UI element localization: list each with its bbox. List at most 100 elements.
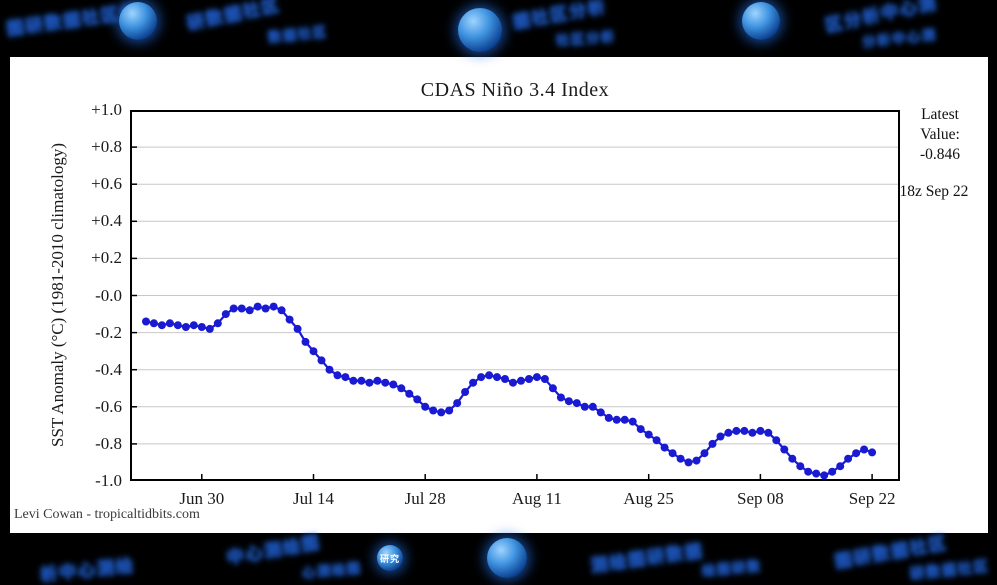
chart-title: CDAS Niño 3.4 Index bbox=[420, 79, 610, 101]
data-point bbox=[852, 449, 861, 458]
data-point bbox=[612, 415, 621, 424]
data-point bbox=[588, 402, 597, 411]
globe-badge-icon: 研究 bbox=[377, 545, 403, 571]
data-point bbox=[756, 426, 765, 435]
data-point bbox=[596, 408, 605, 417]
chart-svg bbox=[130, 109, 900, 482]
globe-logo-icon bbox=[742, 2, 780, 40]
data-point bbox=[572, 399, 581, 408]
data-point bbox=[668, 449, 677, 458]
data-point bbox=[477, 373, 486, 382]
value-label: Value: bbox=[920, 125, 960, 143]
data-point bbox=[716, 432, 725, 441]
data-point bbox=[660, 443, 669, 452]
data-point bbox=[157, 321, 166, 330]
watermark-text: 测绘图研数据 bbox=[589, 541, 706, 576]
data-point bbox=[501, 375, 509, 383]
data-point bbox=[149, 319, 158, 328]
data-point bbox=[740, 426, 749, 435]
data-point bbox=[349, 376, 358, 385]
data-point bbox=[868, 448, 877, 457]
y-tick-label: +0.6 bbox=[91, 174, 122, 194]
data-point bbox=[748, 428, 757, 437]
y-tick-label: -0.2 bbox=[95, 322, 122, 342]
y-tick-label: -0.4 bbox=[95, 359, 122, 379]
watermark-text: 社区分析 bbox=[555, 28, 617, 49]
data-point bbox=[580, 402, 589, 411]
data-point bbox=[253, 302, 262, 311]
data-point bbox=[469, 378, 478, 387]
data-point bbox=[309, 347, 318, 356]
data-point bbox=[317, 356, 326, 365]
data-point bbox=[804, 467, 813, 476]
x-tick-label: Jul 28 bbox=[404, 489, 446, 508]
data-point bbox=[189, 321, 198, 330]
data-point bbox=[333, 371, 342, 380]
data-point bbox=[381, 378, 390, 387]
data-point bbox=[365, 378, 374, 387]
data-point bbox=[636, 425, 645, 434]
data-point bbox=[764, 428, 773, 437]
data-point bbox=[173, 321, 182, 330]
y-tick-label: +0.4 bbox=[91, 211, 122, 231]
watermark-text: 绘图研数 bbox=[701, 558, 763, 579]
data-point bbox=[445, 406, 454, 415]
data-point bbox=[525, 375, 533, 383]
data-point bbox=[844, 454, 853, 463]
globe-logo-icon bbox=[458, 8, 502, 52]
data-point bbox=[836, 462, 845, 471]
x-tick-label: Jun 30 bbox=[179, 489, 225, 508]
data-point bbox=[517, 376, 525, 385]
y-tick-label: +0.8 bbox=[91, 137, 122, 157]
data-point bbox=[788, 454, 797, 463]
data-point bbox=[229, 304, 238, 313]
y-tick-label: -0.6 bbox=[95, 396, 122, 416]
data-point bbox=[493, 373, 501, 382]
data-point bbox=[405, 389, 414, 398]
data-point bbox=[213, 319, 222, 328]
data-point bbox=[197, 323, 206, 331]
data-point bbox=[684, 458, 693, 467]
data-point bbox=[812, 469, 821, 478]
latest-value-annotation: Latest Value: -0.846 bbox=[896, 105, 984, 164]
latest-label: Latest bbox=[921, 106, 959, 123]
y-tick-label: -1.0 bbox=[95, 471, 122, 490]
y-tick-label: -0.8 bbox=[95, 433, 122, 453]
data-point bbox=[205, 324, 214, 333]
data-point bbox=[165, 319, 174, 328]
watermark-text: 研数据社区 bbox=[909, 559, 991, 584]
data-point bbox=[540, 375, 549, 383]
data-point bbox=[700, 449, 709, 458]
timestamp-annotation: 18z Sep 22 bbox=[899, 183, 969, 200]
data-point bbox=[676, 454, 685, 463]
x-tick-label: Sep 08 bbox=[736, 489, 784, 508]
data-point bbox=[389, 380, 398, 389]
credit-text: Levi Cowan - tropicaltidbits.com bbox=[14, 507, 200, 522]
data-point bbox=[644, 430, 653, 439]
data-point bbox=[453, 399, 462, 408]
data-point bbox=[772, 436, 781, 445]
x-tick-label: Aug 25 bbox=[623, 489, 674, 508]
data-point bbox=[692, 456, 701, 465]
data-point bbox=[221, 310, 230, 319]
y-tick-label: +0.2 bbox=[91, 248, 122, 268]
data-point bbox=[245, 306, 254, 315]
data-point bbox=[142, 317, 150, 326]
y-tick-label: -0.0 bbox=[95, 285, 122, 305]
data-point bbox=[429, 406, 438, 415]
x-tick-label: Sep 22 bbox=[848, 489, 896, 508]
data-point bbox=[564, 397, 573, 406]
data-point bbox=[413, 395, 422, 404]
data-point bbox=[548, 384, 557, 393]
data-point bbox=[437, 408, 446, 417]
data-point bbox=[261, 304, 270, 313]
data-point bbox=[341, 373, 350, 382]
data-point bbox=[325, 365, 334, 374]
globe-logo-icon bbox=[119, 2, 157, 40]
data-point bbox=[485, 371, 494, 380]
data-point bbox=[285, 315, 294, 324]
data-point bbox=[509, 378, 517, 387]
data-point bbox=[820, 471, 829, 480]
data-point bbox=[269, 302, 278, 311]
